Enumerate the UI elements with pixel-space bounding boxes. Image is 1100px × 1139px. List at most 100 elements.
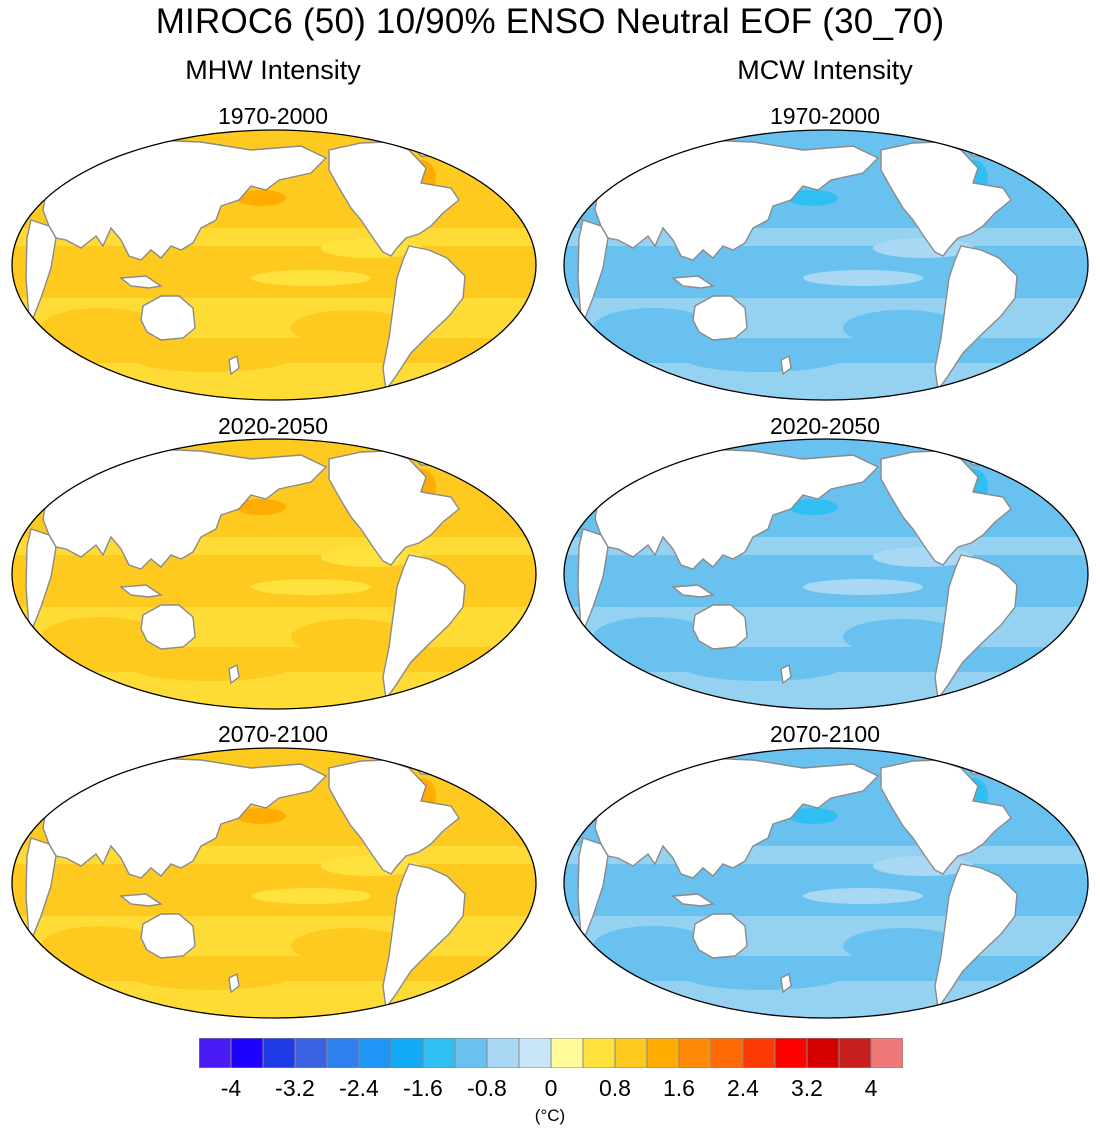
- land-australia: [692, 604, 748, 650]
- colorbar-box-8: [454, 1038, 488, 1068]
- map-mcw-1970-2000: [563, 129, 1089, 401]
- land-indonesia: [119, 275, 163, 289]
- anomaly-region: [843, 928, 963, 964]
- land-southam: [382, 863, 466, 1010]
- anomaly-region: [291, 928, 411, 964]
- column-title-mhw: MHW Intensity: [185, 55, 361, 85]
- land-australia: [140, 604, 196, 650]
- land-southam: [934, 245, 1018, 392]
- map-outline: [563, 747, 1089, 1019]
- colorbar-tick-label: -1.6: [403, 1075, 443, 1101]
- panel-title-mcw-3: 2070-2100: [770, 721, 880, 747]
- colorbar-box-16: [710, 1038, 744, 1068]
- colorbar-box-13: [614, 1038, 648, 1068]
- colorbar-tick-label: 1.6: [663, 1075, 695, 1101]
- map-mhw-1970-2000: [11, 129, 537, 401]
- colorbar-box-11: [550, 1038, 584, 1068]
- colorbar-tick-label: 3.2: [791, 1075, 823, 1101]
- colorbar-box-12: [582, 1038, 616, 1068]
- land-africa: [577, 219, 609, 319]
- figure-title: MIROC6 (50) 10/90% ENSO Neutral EOF (30_…: [155, 2, 945, 41]
- colorbar-box-14: [646, 1038, 680, 1068]
- anomaly-region: [803, 270, 923, 286]
- land-nz: [228, 663, 240, 685]
- land-asia: [594, 757, 880, 879]
- land-nz: [228, 972, 240, 994]
- anomaly-region: [803, 888, 923, 904]
- land-southam: [382, 554, 466, 701]
- colorbar-box-18: [774, 1038, 808, 1068]
- land-nz: [780, 663, 792, 685]
- anomaly-region: [593, 926, 713, 966]
- panel-title-mhw-2: 2020-2050: [218, 413, 328, 439]
- panel-title-mhw-1: 1970-2000: [218, 103, 328, 129]
- colorbar-box-2: [262, 1038, 296, 1068]
- land-africa: [25, 219, 57, 319]
- map-mcw-2020-2050: [563, 438, 1089, 710]
- anomaly-region: [803, 579, 923, 595]
- colorbar-box-20: [838, 1038, 872, 1068]
- anomaly-region: [251, 579, 371, 595]
- land-indonesia: [671, 584, 715, 598]
- map-outline: [11, 438, 537, 710]
- anomaly-band: [12, 363, 536, 400]
- anomaly-band: [564, 363, 1088, 400]
- anomaly-region: [131, 962, 291, 990]
- land-africa: [577, 528, 609, 628]
- anomaly-region: [131, 653, 291, 681]
- anomaly-band: [564, 981, 1088, 1018]
- colorbar-tick-label: 0: [544, 1075, 558, 1101]
- colorbar-box-15: [678, 1038, 712, 1068]
- colorbar-box-10: [518, 1038, 552, 1068]
- land-africa: [577, 837, 609, 937]
- land-americas: [328, 450, 460, 566]
- land-africa: [25, 528, 57, 628]
- anomaly-region: [593, 617, 713, 657]
- land-southam: [934, 554, 1018, 701]
- land-nz: [228, 354, 240, 376]
- map-mcw-2070-2100: [563, 747, 1089, 1019]
- colorbar-box-3: [294, 1038, 328, 1068]
- land-southam: [934, 863, 1018, 1010]
- colorbar-box-9: [486, 1038, 520, 1068]
- map-outline: [563, 438, 1089, 710]
- map-mhw-2070-2100: [11, 747, 537, 1019]
- land-africa: [25, 837, 57, 937]
- land-australia: [692, 295, 748, 341]
- land-nz: [780, 354, 792, 376]
- anomaly-band: [564, 672, 1088, 709]
- anomaly-region: [843, 619, 963, 655]
- anomaly-region: [683, 344, 843, 372]
- anomaly-region: [788, 499, 838, 515]
- anomaly-region: [788, 190, 838, 206]
- land-indonesia: [119, 893, 163, 907]
- colorbar-box-6: [390, 1038, 424, 1068]
- column-title-mcw: MCW Intensity: [737, 55, 913, 85]
- anomaly-region: [41, 308, 161, 348]
- land-southam: [382, 245, 466, 392]
- anomaly-region: [593, 308, 713, 348]
- anomaly-region: [41, 926, 161, 966]
- map-outline: [11, 747, 537, 1019]
- anomaly-region: [236, 499, 286, 515]
- anomaly-region: [236, 808, 286, 824]
- land-americas: [328, 759, 460, 875]
- colorbar-tick-label: -3.2: [275, 1075, 315, 1101]
- anomaly-region: [251, 888, 371, 904]
- colorbar-tick-label: 4: [864, 1075, 878, 1101]
- land-australia: [140, 913, 196, 959]
- land-asia: [594, 139, 880, 261]
- map-outline: [11, 129, 537, 401]
- land-asia: [594, 448, 880, 570]
- panel-title-mcw-2: 2020-2050: [770, 413, 880, 439]
- colorbar-tick-label: 0.8: [599, 1075, 631, 1101]
- colorbar-tick-label: -2.4: [339, 1075, 379, 1101]
- land-asia: [42, 448, 328, 570]
- land-asia: [42, 757, 328, 879]
- map-outline: [563, 129, 1089, 401]
- colorbar-box-7: [422, 1038, 456, 1068]
- colorbar-box-0: [199, 1038, 232, 1068]
- colorbar-box-5: [358, 1038, 392, 1068]
- anomaly-region: [843, 310, 963, 346]
- colorbar-box-21: [870, 1038, 903, 1068]
